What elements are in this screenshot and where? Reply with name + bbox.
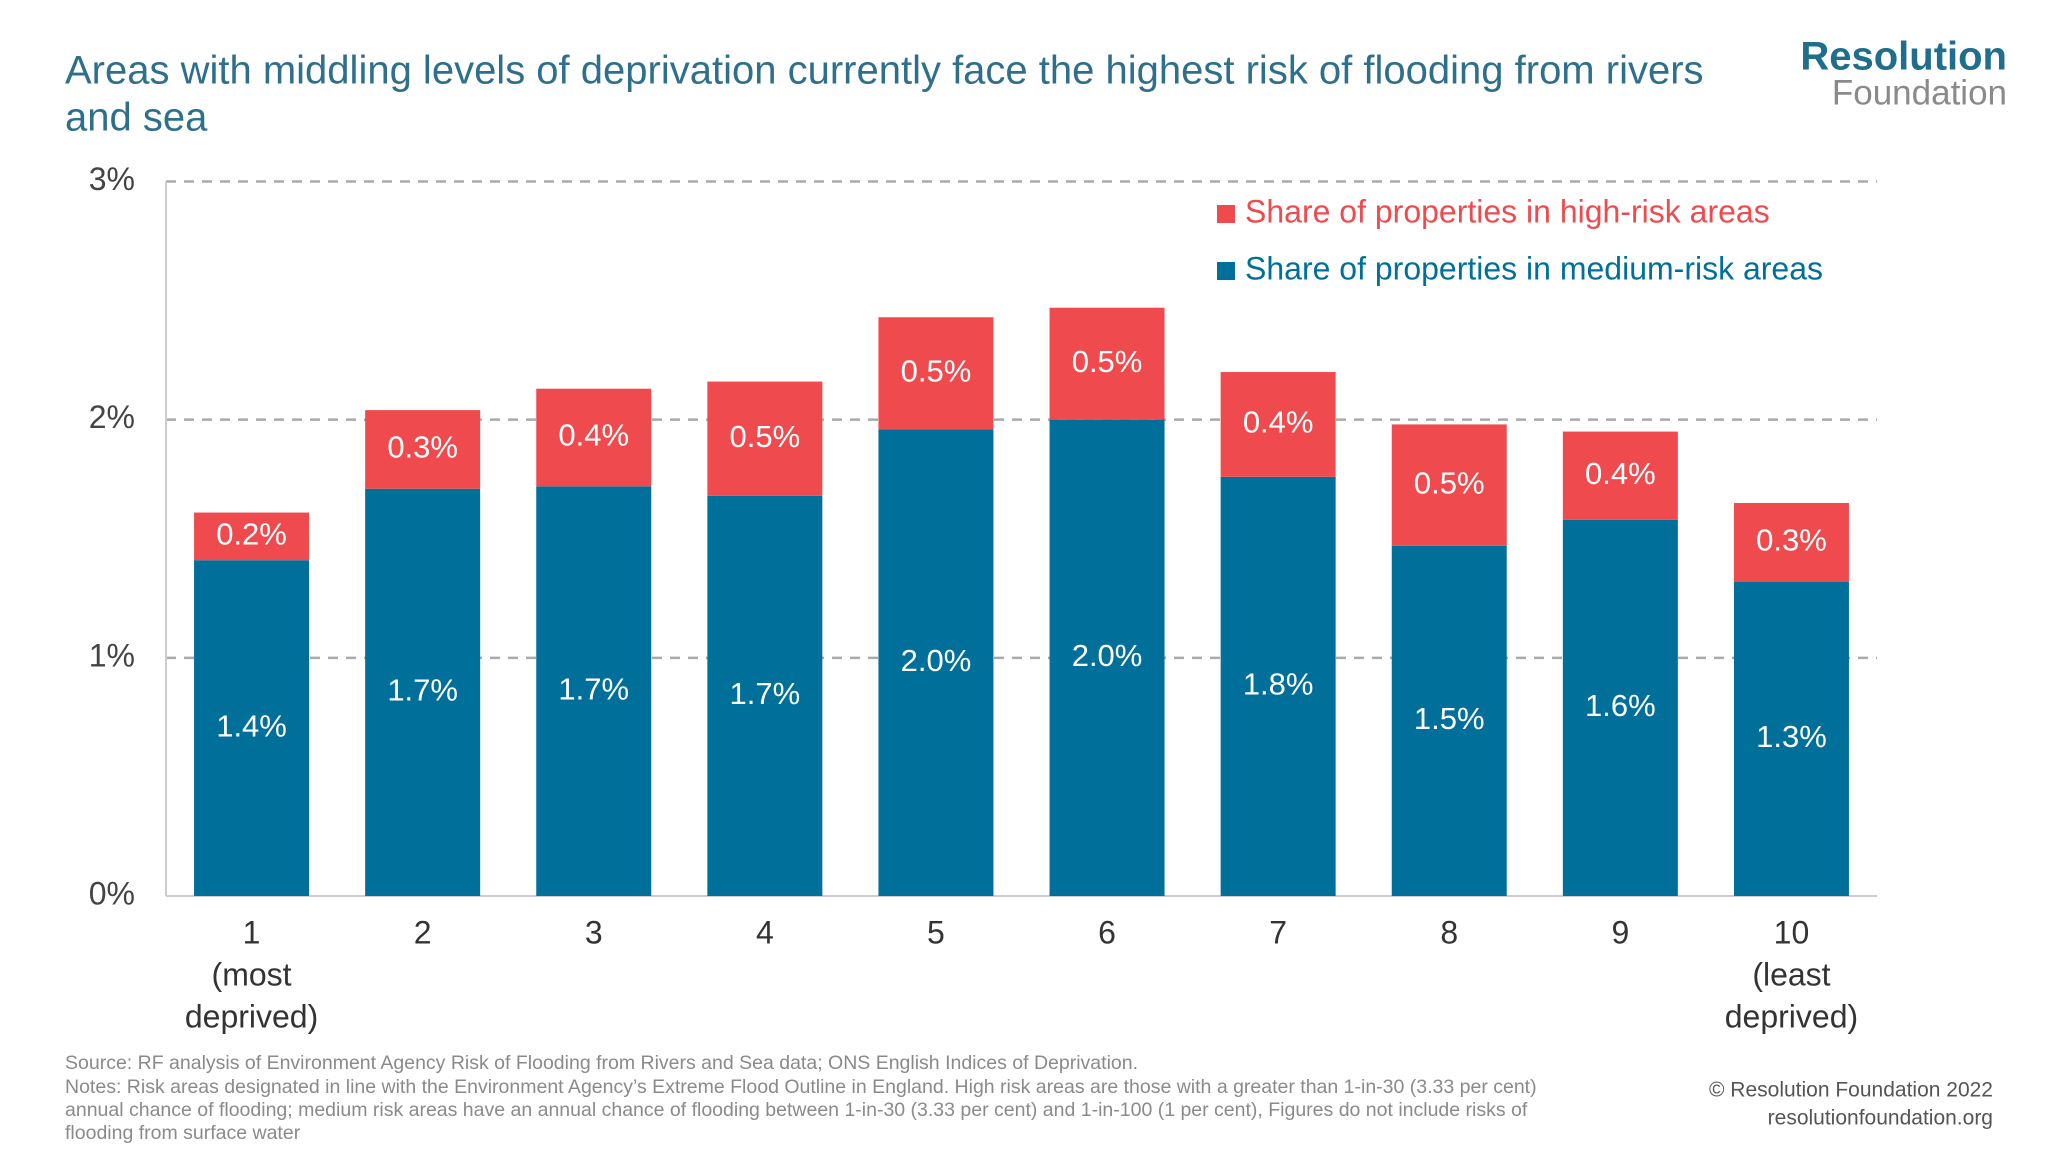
- bar-segment: [1733, 503, 1849, 582]
- data-label: 0.4%: [558, 418, 629, 453]
- x-tick-label: 10: [1774, 914, 1810, 950]
- copyright: resolutionfoundation.org: [1768, 1107, 1993, 1130]
- bar-segment: [878, 317, 994, 430]
- x-tick-label: (least: [1752, 956, 1830, 992]
- data-label: 1.5%: [1414, 701, 1485, 736]
- data-label: 0.5%: [901, 353, 972, 388]
- bar-segment: [707, 495, 823, 896]
- logo-text: Foundation: [1832, 73, 2007, 112]
- bar-segment: [1049, 419, 1165, 896]
- data-label: 0.4%: [1585, 456, 1656, 491]
- bar-segment: [194, 512, 310, 561]
- notes: Notes: Risk areas designated in line wit…: [65, 1076, 1537, 1098]
- bar-segment: [1220, 372, 1336, 477]
- bar-segment: [707, 381, 823, 496]
- x-tick-label: (most: [212, 956, 292, 992]
- data-label: 1.8%: [1243, 667, 1314, 702]
- bar-segment: [1391, 424, 1507, 546]
- data-label: 0.3%: [1756, 523, 1827, 558]
- data-label: 0.5%: [730, 419, 801, 454]
- data-label: 1.7%: [558, 671, 629, 706]
- legend-label: Share of properties in medium-risk areas: [1245, 250, 1823, 286]
- data-label: 1.7%: [387, 673, 458, 708]
- bar-segment: [878, 429, 994, 896]
- y-tick-label: 2%: [89, 399, 135, 435]
- data-label: 1.4%: [216, 708, 287, 743]
- bar-segment: [536, 486, 652, 896]
- y-tick-label: 3%: [89, 161, 135, 197]
- x-tick-label: 2: [414, 914, 432, 950]
- x-tick-label: 3: [585, 914, 603, 950]
- bar-segment: [1049, 307, 1165, 420]
- legend-swatch: [1217, 205, 1235, 223]
- source: Source: RF analysis of Environment Agenc…: [65, 1052, 1138, 1074]
- y-tick-label: 1%: [89, 637, 135, 673]
- bar-segment: [1562, 519, 1678, 896]
- x-tick-label: 5: [927, 914, 945, 950]
- notes: annual chance of flooding; medium risk a…: [65, 1099, 1528, 1121]
- data-label: 1.7%: [730, 676, 801, 711]
- x-tick-label: 9: [1611, 914, 1629, 950]
- x-tick-label: deprived): [1725, 998, 1858, 1034]
- legend-label: Share of properties in high-risk areas: [1245, 193, 1770, 229]
- data-label: 1.3%: [1756, 719, 1827, 754]
- data-label: 0.4%: [1243, 405, 1314, 440]
- data-label: 0.2%: [216, 517, 287, 552]
- x-tick-label: deprived): [185, 998, 318, 1034]
- data-label: 2.0%: [901, 643, 972, 678]
- bar-segment: [1733, 581, 1849, 896]
- legend-swatch: [1217, 262, 1235, 280]
- y-tick-label: 0%: [89, 875, 135, 911]
- x-tick-label: 8: [1440, 914, 1458, 950]
- bar-segment: [365, 410, 481, 489]
- bar-segment: [1220, 476, 1336, 896]
- x-tick-label: 4: [756, 914, 774, 950]
- logo-text: Resolution: [1800, 35, 2007, 79]
- data-label: 0.3%: [387, 430, 458, 465]
- bar-segment: [536, 388, 652, 487]
- chart-title: Areas with middling levels of deprivatio…: [65, 49, 1704, 93]
- data-label: 2.0%: [1072, 638, 1143, 673]
- data-label: 1.6%: [1585, 688, 1656, 723]
- notes: flooding from surface water: [65, 1122, 301, 1144]
- data-label: 0.5%: [1072, 344, 1143, 379]
- chart-title: and sea: [65, 96, 208, 140]
- x-tick-label: 7: [1269, 914, 1287, 950]
- bar-segment: [1562, 431, 1678, 520]
- x-tick-label: 6: [1098, 914, 1116, 950]
- bar-segment: [1391, 545, 1507, 896]
- copyright: © Resolution Foundation 2022: [1709, 1079, 1993, 1102]
- bar-segment: [365, 488, 481, 896]
- bar-segment: [194, 560, 310, 896]
- x-tick-label: 1: [243, 914, 261, 950]
- data-label: 0.5%: [1414, 465, 1485, 500]
